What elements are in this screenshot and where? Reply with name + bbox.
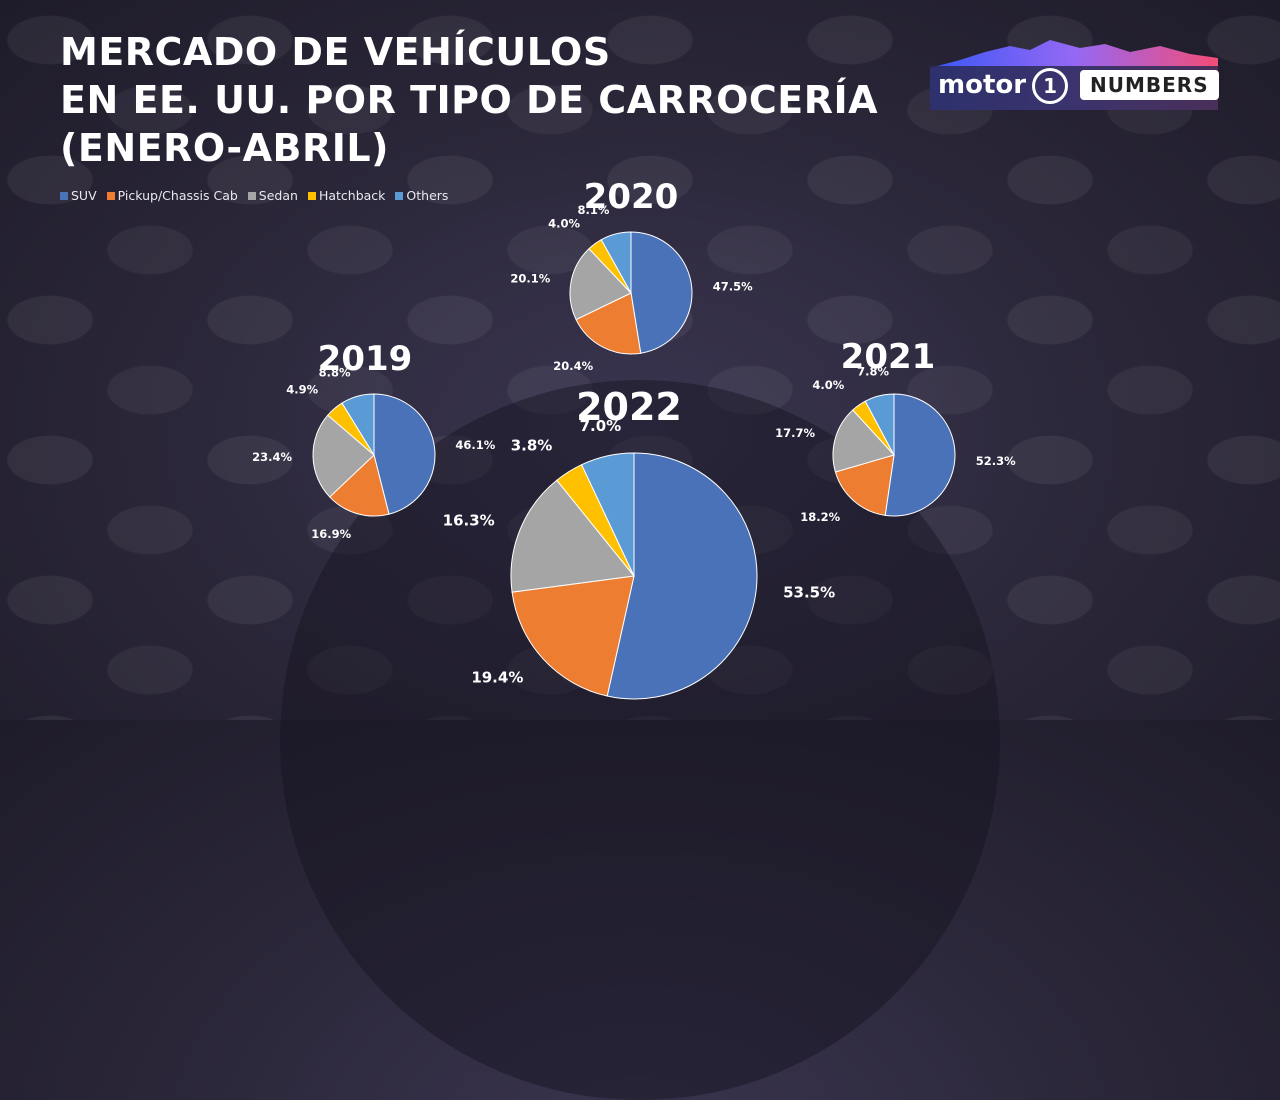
pie-slice-2022-suv: [606, 452, 758, 700]
year-label-2021: 2021: [841, 337, 936, 377]
pie-slice-2019-others: [341, 393, 375, 457]
pies-group: 46.1% 16.9% 23.4% 4.9%8.8% 47.5% 20.4% 20.1% 4.…: [252, 203, 1016, 700]
pie-label-2020-hatchback: 4.0%: [548, 217, 580, 231]
pie-label-2022-others: 7.0%: [580, 417, 622, 435]
title-line-2: EN EE. UU. POR TIPO DE CARROCERÍA: [60, 78, 879, 122]
pie-slice-2020-suv: [630, 231, 693, 354]
legend-item-pickup: Pickup/Chassis Cab: [106, 188, 238, 203]
legend-swatch-sedan: [247, 191, 256, 200]
pie-label-2022-suv: 53.5%: [783, 584, 835, 602]
pie-label-2019-suv: 46.1%: [455, 438, 495, 452]
logo-brand: motor 1: [938, 68, 1069, 104]
pie-slice-2019-sedan: [312, 414, 375, 498]
pie-label-2022-sedan: 16.3%: [443, 512, 495, 530]
pie-slice-2022-pickup-chassis-cab: [511, 575, 635, 697]
pie-slice-2021-suv: [884, 393, 956, 517]
legend-item-suv: SUV: [60, 188, 97, 203]
pie-label-2021-others: 7.8%: [857, 365, 889, 379]
pie-slice-2022-others: [580, 452, 635, 577]
pie-slice-2021-others: [864, 393, 895, 456]
pie-slice-2022-sedan: [510, 479, 635, 593]
legend: SUV Pickup/Chassis Cab Sedan Hatchback O…: [60, 188, 448, 203]
logo-brand-text: motor: [938, 70, 1027, 100]
pie-slice-2020-sedan: [569, 248, 632, 321]
pie-charts: 2019 2020 2021 2022 46.1%16.9%23.4%4.9%8…: [252, 177, 1016, 700]
legend-swatch-others: [395, 191, 404, 200]
legend-swatch-pickup: [106, 191, 115, 200]
legend-swatch-hatchback: [307, 191, 316, 200]
legend-item-others: Others: [395, 188, 448, 203]
pie-label-2021-sedan: 17.7%: [775, 426, 815, 440]
pie-slice-2021-pickup-chassis-cab: [834, 454, 895, 516]
pie-slice-2019-suv: [373, 393, 436, 515]
title-line-3: (ENERO-ABRIL): [60, 126, 389, 170]
pie-slice-2020-others: [600, 231, 632, 295]
pie-label-2019-hatchback: 4.9%: [286, 383, 318, 397]
pie-label-2019-pickup-chassis-cab: 16.9%: [311, 527, 351, 541]
logo-numeral: 1: [1032, 68, 1069, 104]
pie-slice-2021-sedan: [832, 409, 895, 473]
pie-slice-2019-pickup-chassis-cab: [328, 454, 390, 517]
pie-label-2021-pickup-chassis-cab: 18.2%: [800, 510, 840, 524]
pie-label-2020-suv: 47.5%: [713, 279, 753, 293]
pie-label-2020-pickup-chassis-cab: 20.4%: [553, 359, 593, 373]
pie-label-2020-others: 8.1%: [577, 203, 609, 217]
legend-item-hatchback: Hatchback: [307, 188, 386, 203]
logo-suffix: NUMBERS: [1080, 70, 1219, 100]
legend-item-sedan: Sedan: [247, 188, 298, 203]
pie-label-2022-hatchback: 3.8%: [511, 437, 553, 455]
pie-label-2021-suv: 52.3%: [976, 454, 1016, 468]
pie-label-2019-sedan: 23.4%: [252, 450, 292, 464]
title-line-1: MERCADO DE VEHÍCULOS: [60, 30, 611, 74]
pie-slice-2020-pickup-chassis-cab: [575, 292, 642, 355]
year-label-2022: 2022: [576, 385, 682, 429]
chart-title: MERCADO DE VEHÍCULOS EN EE. UU. POR TIPO…: [60, 28, 878, 172]
pie-label-2021-hatchback: 4.0%: [812, 378, 844, 392]
year-label-2019: 2019: [318, 339, 413, 379]
year-label-2020: 2020: [584, 177, 679, 217]
pie-label-2022-pickup-chassis-cab: 19.4%: [471, 669, 523, 687]
legend-label-suv: SUV: [71, 188, 97, 203]
legend-label-sedan: Sedan: [258, 188, 298, 203]
motor1-numbers-logo: motor 1 NUMBERS: [930, 38, 1219, 110]
pie-label-2019-others: 8.8%: [319, 365, 351, 379]
legend-label-pickup: Pickup/Chassis Cab: [117, 188, 238, 203]
legend-label-others: Others: [406, 188, 449, 203]
pie-label-2020-sedan: 20.1%: [510, 271, 550, 285]
legend-label-hatchback: Hatchback: [318, 188, 386, 203]
legend-swatch-suv: [60, 191, 68, 200]
